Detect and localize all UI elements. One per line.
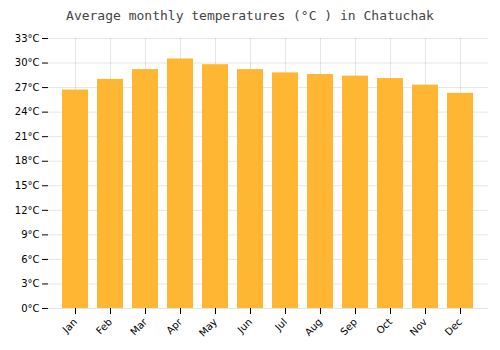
- svg-text:Mar: Mar: [128, 316, 150, 338]
- svg-text:15°C: 15°C: [15, 180, 40, 191]
- svg-text:9°C: 9°C: [21, 229, 39, 240]
- svg-text:18°C: 18°C: [15, 155, 40, 166]
- svg-text:Jan: Jan: [60, 316, 79, 335]
- svg-text:Oct: Oct: [374, 316, 394, 336]
- svg-text:21°C: 21°C: [15, 131, 40, 142]
- svg-text:24°C: 24°C: [15, 106, 40, 117]
- svg-text:May: May: [197, 316, 219, 338]
- svg-text:33°C: 33°C: [15, 33, 40, 44]
- svg-text:Dec: Dec: [443, 316, 464, 337]
- svg-text:27°C: 27°C: [15, 82, 40, 93]
- svg-text:3°C: 3°C: [21, 278, 39, 289]
- html-text:Average monthly temperatures (: Average monthly temperatures (°C ) in Ch…: [66, 8, 434, 23]
- svg-text:30°C: 30°C: [15, 57, 40, 68]
- svg-text:Jun: Jun: [235, 316, 255, 336]
- svg-text:Jul: Jul: [272, 316, 289, 333]
- svg-text:6°C: 6°C: [21, 254, 39, 265]
- svg-text:Nov: Nov: [408, 316, 430, 338]
- svg-text:Apr: Apr: [164, 316, 185, 337]
- svg-text:Feb: Feb: [94, 316, 114, 336]
- svg-text:Aug: Aug: [303, 316, 325, 338]
- svg-text:0°C: 0°C: [21, 303, 39, 314]
- svg-text:12°C: 12°C: [15, 205, 40, 216]
- svg-text:Sep: Sep: [338, 316, 359, 337]
